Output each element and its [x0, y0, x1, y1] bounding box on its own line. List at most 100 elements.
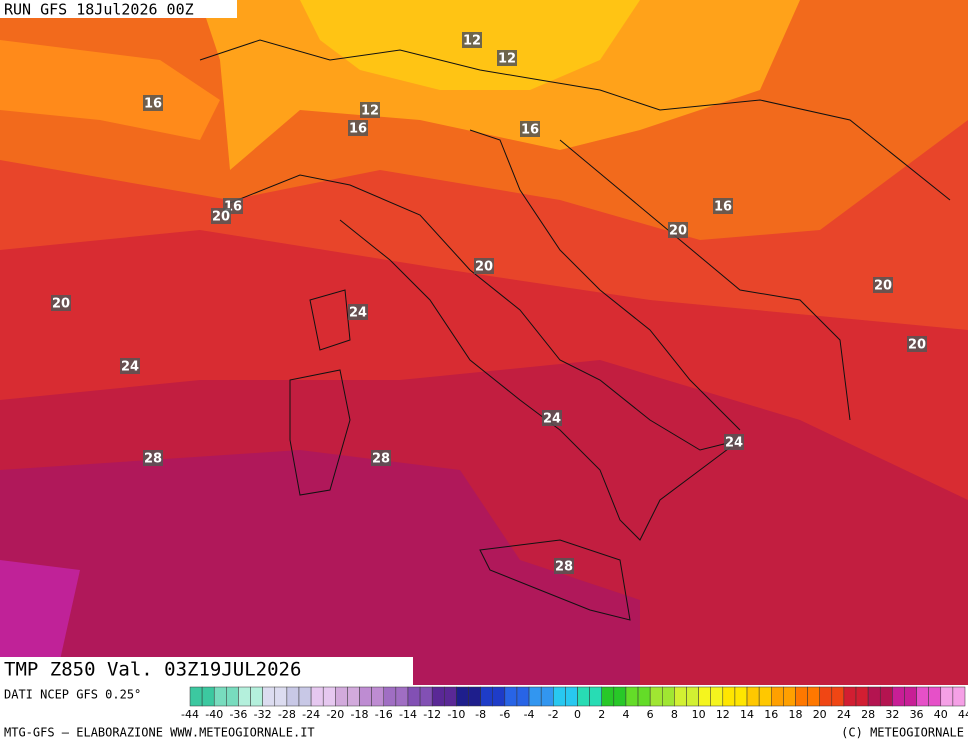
legend-swatch: [431, 686, 445, 707]
legend-swatch: [843, 686, 857, 707]
legend-swatch: [795, 686, 808, 707]
legend-tick-label: 24: [837, 708, 851, 721]
legend-swatch: [613, 686, 627, 707]
contour-label: 16: [521, 123, 539, 138]
contour-label-box: [211, 208, 231, 224]
contour-label: 16: [349, 122, 367, 137]
legend-tick-label: 44: [958, 708, 968, 721]
legend-tick-label: 40: [934, 708, 948, 721]
legend-tick-label: -8: [475, 708, 486, 721]
legend-tick-label: 32: [885, 708, 899, 721]
legend-swatch: [444, 686, 457, 707]
legend-tick-label: -24: [302, 708, 320, 721]
legend-tick-label: 16: [764, 708, 778, 721]
legend-tick-label: -16: [375, 708, 393, 721]
legend-tick-label: -14: [399, 708, 417, 721]
contour-label: 24: [543, 412, 561, 427]
color-legend: -44 -40 -36 -32 -28 -24 -20 -18 -16 -14 -12 -10 -8 -6…: [181, 686, 968, 721]
legend-swatch: [674, 686, 687, 707]
legend-tick-label: -20: [326, 708, 344, 721]
legend-swatch: [698, 686, 711, 707]
contour-label-box: [520, 121, 540, 137]
contour-label-box: [371, 450, 391, 466]
legend-swatch: [758, 686, 772, 707]
legend-swatch: [952, 686, 966, 707]
legend-swatch: [649, 686, 663, 707]
contour-label-box: [360, 102, 380, 118]
legend-tick-label: 36: [910, 708, 924, 721]
contour-label: 24: [349, 306, 367, 321]
contour-label-box: [542, 410, 562, 426]
legend-swatch: [262, 686, 276, 707]
contour-label-box: [143, 450, 163, 466]
legend-swatch: [359, 686, 372, 707]
legend-swatch: [528, 686, 542, 707]
legend-swatch: [686, 686, 699, 707]
legend-tick-label: -2: [548, 708, 559, 721]
contour-label-box: [907, 336, 927, 352]
legend-swatch: [746, 686, 760, 707]
legend-tick-label: 10: [692, 708, 706, 721]
map-field: [0, 0, 968, 685]
legend-swatch: [407, 686, 421, 707]
legend-swatch: [601, 686, 615, 707]
legend-tick-label: -18: [351, 708, 369, 721]
contour-label-box: [51, 295, 71, 311]
footer-left: MTG-GFS — ELABORAZIONE WWW.METEOGIORNALE…: [4, 726, 315, 740]
legend-tick-label: -4: [524, 708, 535, 721]
legend-swatch: [189, 686, 203, 707]
legend-swatch: [274, 686, 288, 707]
legend-tick-label: 20: [813, 708, 827, 721]
contour-label: 16: [714, 200, 732, 215]
legend-swatch: [783, 686, 796, 707]
legend-tick-label: -44: [181, 708, 199, 721]
contour-label-box: [724, 434, 744, 450]
contour-label-box: [474, 258, 494, 274]
legend-swatch: [250, 686, 263, 707]
contour-label: 20: [874, 279, 892, 294]
legend-swatch: [492, 686, 506, 707]
legend-swatch: [286, 686, 300, 707]
legend-swatch: [504, 686, 518, 707]
contour-label-box: [143, 95, 163, 111]
legend-swatch: [395, 686, 409, 707]
legend-swatch: [371, 686, 384, 707]
source-label: DATI NCEP GFS 0.25°: [4, 688, 141, 702]
contour-label-box: [462, 32, 482, 48]
legend-tick-label: 18: [788, 708, 802, 721]
contour-label: 20: [52, 297, 70, 312]
legend-swatch: [540, 686, 554, 707]
contour-label: 24: [121, 360, 139, 375]
legend-swatch: [480, 686, 493, 707]
legend-swatch: [807, 686, 820, 707]
legend-tick-label: -40: [205, 708, 223, 721]
coastlines: [199, 39, 951, 621]
contour-label-box: [348, 120, 368, 136]
contour-label-box: [348, 304, 368, 320]
legend-swatch: [734, 686, 748, 707]
contour-label: 28: [372, 452, 390, 467]
legend-swatch: [322, 686, 336, 707]
legend-swatch: [916, 686, 929, 707]
legend-swatch: [831, 686, 845, 707]
legend-swatch: [771, 686, 784, 707]
legend-swatch: [347, 686, 360, 707]
legend-swatch: [662, 686, 675, 707]
legend-swatch: [565, 686, 578, 707]
footer-right: (C) METEOGIORNALE: [841, 726, 964, 740]
contour-label-box: [713, 198, 733, 214]
legend-swatch: [226, 686, 239, 707]
legend-swatch: [201, 686, 215, 707]
legend-swatch: [456, 686, 469, 707]
contour-label: 20: [475, 260, 493, 275]
legend-tick-label: 12: [716, 708, 730, 721]
legend-tick-label: 2: [598, 708, 605, 721]
legend-swatch: [516, 686, 530, 707]
contour-label: 20: [908, 338, 926, 353]
legend-tick-label: 0: [574, 708, 581, 721]
field-box: [0, 657, 413, 685]
contour-label-box: [497, 50, 517, 66]
legend-tick-label: 8: [671, 708, 678, 721]
